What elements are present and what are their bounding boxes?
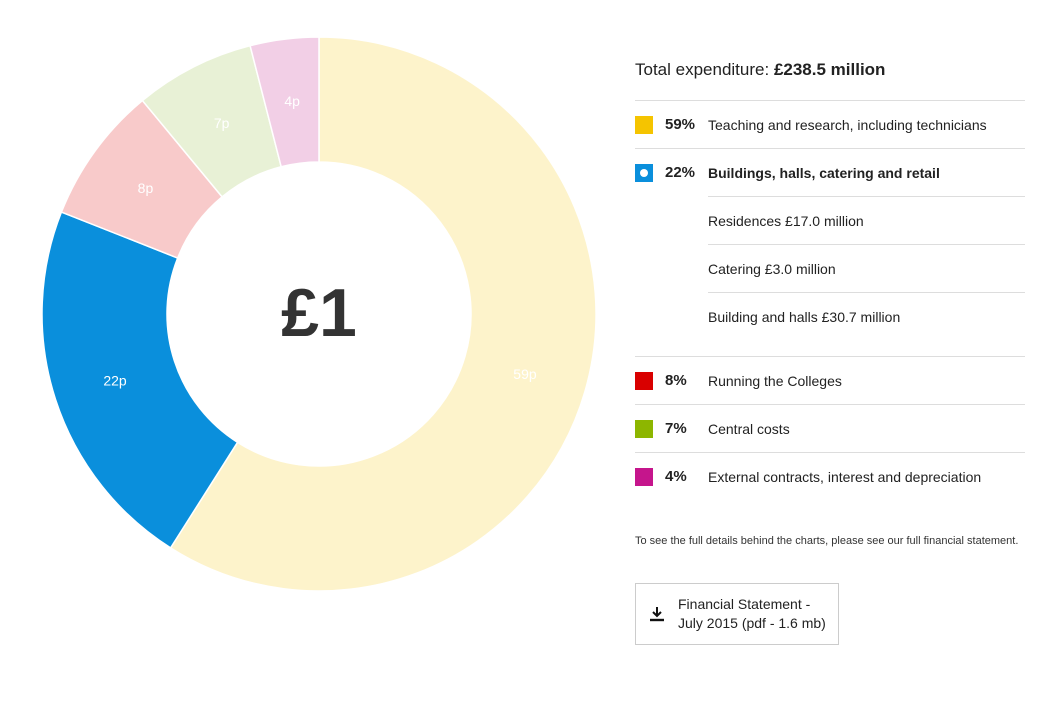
legend-subitem: Catering £3.0 million xyxy=(708,244,1025,292)
swatch-icon xyxy=(635,419,653,438)
legend-subitem: Residences £17.0 million xyxy=(708,196,1025,244)
legend-pct: 22% xyxy=(665,164,696,181)
legend-item[interactable]: 8% Running the Colleges xyxy=(635,356,1025,404)
legend-label: Running the Colleges xyxy=(708,372,842,389)
download-icon xyxy=(650,607,664,622)
slice-label: 22p xyxy=(103,372,127,388)
download-financial-statement-button[interactable]: Financial Statement - July 2015 (pdf - 1.… xyxy=(635,583,839,645)
slice-label: 8p xyxy=(138,180,154,196)
legend-pct: 4% xyxy=(665,468,687,485)
swatch-icon xyxy=(635,371,653,390)
slice-4p[interactable] xyxy=(249,36,320,168)
swatch-icon xyxy=(635,467,653,486)
swatch-icon xyxy=(635,163,653,182)
legend-panel: Total expenditure: £238.5 million 59% Tea… xyxy=(635,60,1025,500)
legend-item[interactable]: 59% Teaching and research, including tech… xyxy=(635,100,1025,148)
legend-item[interactable]: 4% External contracts, interest and depre… xyxy=(635,452,1025,500)
slice-22p[interactable] xyxy=(41,211,239,549)
legend-label: Buildings, halls, catering and retail xyxy=(708,164,940,181)
swatch-icon xyxy=(635,115,653,134)
legend-label: External contracts, interest and depreci… xyxy=(708,468,982,485)
legend-pct: 8% xyxy=(665,372,687,389)
download-label-line2: July 2015 (pdf - 1.6 mb) xyxy=(678,615,826,631)
donut-chart: 59p 22p 8p 7p 4p £1 xyxy=(41,36,597,592)
download-label-line1: Financial Statement - xyxy=(678,596,811,612)
slice-label: 59p xyxy=(513,366,537,382)
total-label: Total expenditure: xyxy=(635,60,770,79)
legend-pct: 59% xyxy=(665,116,696,133)
total-value: £238.5 million xyxy=(773,60,886,79)
total-expenditure: Total expenditure: £238.5 million xyxy=(635,60,1025,80)
slice-label: 7p xyxy=(214,115,230,131)
slice-label: 4p xyxy=(284,93,300,109)
legend-item[interactable]: 7% Central costs xyxy=(635,404,1025,452)
legend-label: Teaching and research, including technic… xyxy=(708,116,987,133)
note-text: To see the full details behind the chart… xyxy=(635,535,1019,547)
legend-item[interactable]: 22% Buildings, halls, catering and retail xyxy=(635,148,1025,196)
center-label: £1 xyxy=(281,275,357,351)
legend-label: Central costs xyxy=(708,420,790,437)
slice-59p[interactable] xyxy=(169,36,597,592)
legend-pct: 7% xyxy=(665,420,687,437)
legend-subitem: Building and halls £30.7 million xyxy=(708,292,1025,340)
